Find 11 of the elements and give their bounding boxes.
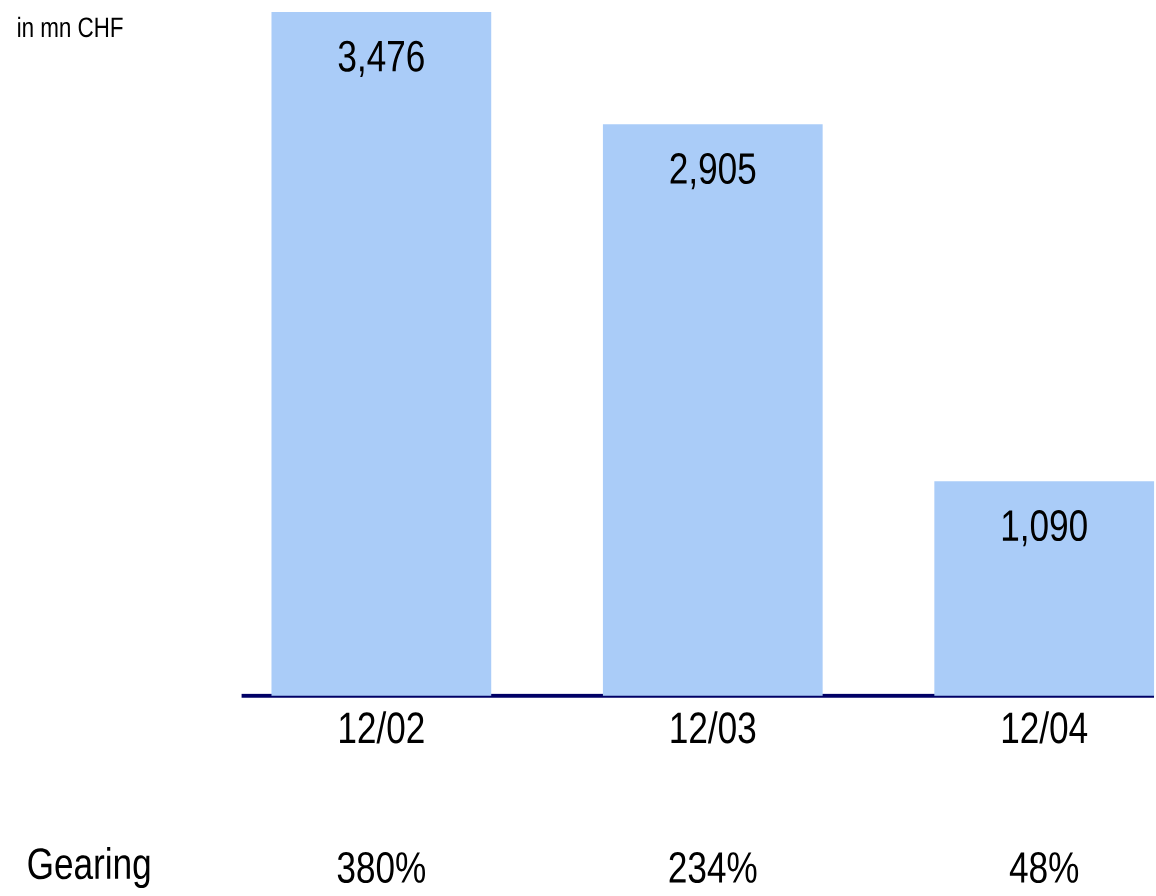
x-tick-label: 12/03 xyxy=(671,710,756,744)
data-label: 1,090 xyxy=(1002,509,1087,547)
data-label: 2,905 xyxy=(670,152,756,190)
x-tick-label: 12/04 xyxy=(1002,710,1088,744)
y-axis-title: in mn CHF xyxy=(18,16,123,37)
text: 234% xyxy=(669,851,757,883)
text: 380% xyxy=(337,851,426,883)
x-tick-label: 12/02 xyxy=(340,710,424,744)
text: 48% xyxy=(1009,851,1079,883)
text: Gearing xyxy=(28,846,150,888)
data-label: 3,476 xyxy=(338,40,424,77)
